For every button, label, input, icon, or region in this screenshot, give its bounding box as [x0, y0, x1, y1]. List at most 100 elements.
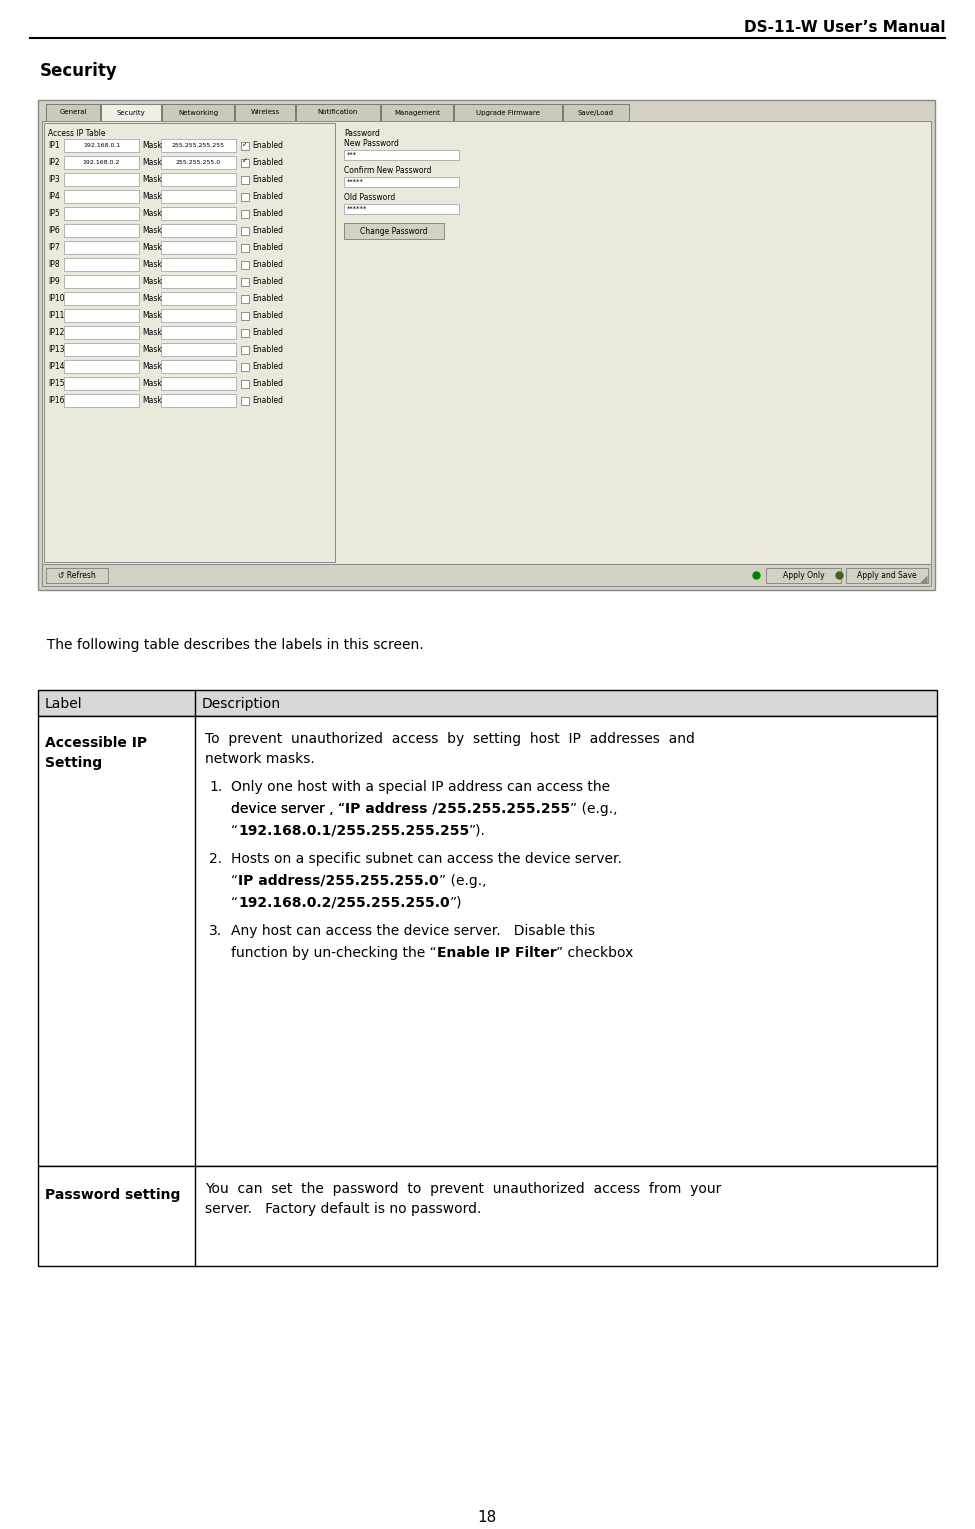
Text: New Password: New Password [344, 139, 399, 148]
Text: IP3: IP3 [48, 174, 59, 183]
Bar [241, 226, 249, 234]
Text: Mask: Mask [142, 243, 162, 252]
Bar [241, 396, 249, 405]
Bar [161, 292, 236, 304]
Bar [42, 564, 931, 586]
Text: Enable IP Filter: Enable IP Filter [437, 946, 557, 960]
Bar [101, 104, 161, 121]
Text: 192.168.0.2/255.255.255.0: 192.168.0.2/255.255.255.0 [238, 896, 449, 910]
Text: Setting: Setting [45, 755, 102, 771]
Text: IP4: IP4 [48, 193, 59, 200]
Text: IP6: IP6 [48, 226, 59, 235]
Text: Description: Description [202, 697, 281, 711]
Bar [161, 342, 236, 356]
Bar [64, 190, 139, 203]
Text: “: “ [231, 824, 238, 838]
Text: ”).: ”). [469, 824, 487, 838]
Text: Accessible IP: Accessible IP [45, 735, 147, 751]
Text: Mask: Mask [142, 141, 162, 150]
Text: 18: 18 [478, 1511, 496, 1524]
Text: Change Password: Change Password [360, 226, 428, 235]
Text: “: “ [231, 875, 238, 888]
Text: server.   Factory default is no password.: server. Factory default is no password. [205, 1202, 482, 1216]
Text: ✓: ✓ [242, 142, 248, 147]
Text: 192.168.0.1/255.255.255.255: 192.168.0.1/255.255.255.255 [238, 824, 469, 838]
Bar [344, 177, 459, 187]
Bar [64, 139, 139, 151]
Bar [64, 342, 139, 356]
Bar [64, 326, 139, 339]
Text: IP address /255.255.255.255: IP address /255.255.255.255 [345, 803, 570, 816]
Bar [296, 104, 380, 121]
Text: IP9: IP9 [48, 277, 59, 286]
Text: 192.168.0.1: 192.168.0.1 [83, 144, 120, 148]
Text: IP13: IP13 [48, 346, 64, 355]
Text: 192.168.0.2: 192.168.0.2 [83, 161, 120, 165]
Bar [64, 292, 139, 304]
Text: Only one host with a special IP address can access the: Only one host with a special IP address … [231, 780, 610, 794]
Bar [563, 104, 629, 121]
Text: Apply and Save: Apply and Save [857, 570, 916, 579]
Bar [241, 142, 249, 150]
Text: Mask: Mask [142, 310, 162, 320]
Text: DS-11-W User’s Manual: DS-11-W User’s Manual [744, 20, 945, 35]
Bar [161, 258, 236, 271]
Text: Enabled: Enabled [252, 329, 283, 336]
Text: Enabled: Enabled [252, 243, 283, 252]
Text: IP16: IP16 [48, 396, 64, 405]
Text: Enabled: Enabled [252, 260, 283, 269]
Text: Wireless: Wireless [251, 110, 280, 116]
Text: Label: Label [45, 697, 83, 711]
Bar [241, 362, 249, 370]
Bar [161, 359, 236, 373]
Text: Enabled: Enabled [252, 294, 283, 303]
Bar [344, 150, 459, 161]
Bar [344, 203, 459, 214]
Text: ◢: ◢ [919, 573, 927, 584]
Text: Mask: Mask [142, 260, 162, 269]
Bar [161, 326, 236, 339]
Bar [38, 99, 935, 590]
Text: 3.: 3. [209, 924, 222, 937]
Text: Security: Security [117, 110, 145, 116]
Text: ” (e.g.,: ” (e.g., [439, 875, 487, 888]
Text: Mask: Mask [142, 379, 162, 388]
Text: 255.255.255.255: 255.255.255.255 [172, 144, 225, 148]
Text: Hosts on a specific subnet can access the device server.: Hosts on a specific subnet can access th… [231, 852, 622, 865]
Text: Apply Only: Apply Only [783, 570, 825, 579]
Bar [46, 104, 100, 121]
Text: IP2: IP2 [48, 157, 59, 167]
Text: General: General [59, 110, 87, 116]
Text: Mask: Mask [142, 277, 162, 286]
Bar [241, 243, 249, 251]
Bar [161, 190, 236, 203]
Bar [42, 121, 931, 564]
Text: IP12: IP12 [48, 329, 64, 336]
Bar [161, 394, 236, 407]
Text: device server , “: device server , “ [231, 803, 345, 816]
Text: Upgrade Firmware: Upgrade Firmware [476, 110, 540, 116]
Bar [162, 104, 234, 121]
Text: IP8: IP8 [48, 260, 59, 269]
Bar [64, 173, 139, 187]
Text: ” (e.g.,: ” (e.g., [570, 803, 617, 816]
Text: 1.: 1. [209, 780, 222, 794]
Text: Enabled: Enabled [252, 277, 283, 286]
Text: Enabled: Enabled [252, 346, 283, 355]
Text: Enabled: Enabled [252, 379, 283, 388]
Bar [64, 225, 139, 237]
Bar [64, 156, 139, 170]
Text: Management: Management [394, 110, 440, 116]
Bar [161, 275, 236, 287]
Text: Mask: Mask [142, 209, 162, 219]
Text: Password setting: Password setting [45, 1188, 180, 1202]
Text: Enabled: Enabled [252, 157, 283, 167]
Text: Security: Security [40, 63, 118, 80]
Text: IP14: IP14 [48, 362, 64, 372]
Text: ******: ****** [347, 206, 368, 213]
Bar [241, 159, 249, 167]
Text: IP10: IP10 [48, 294, 64, 303]
Bar [241, 295, 249, 303]
Text: Any host can access the device server.   Disable this: Any host can access the device server. D… [231, 924, 595, 937]
Text: Enabled: Enabled [252, 141, 283, 150]
